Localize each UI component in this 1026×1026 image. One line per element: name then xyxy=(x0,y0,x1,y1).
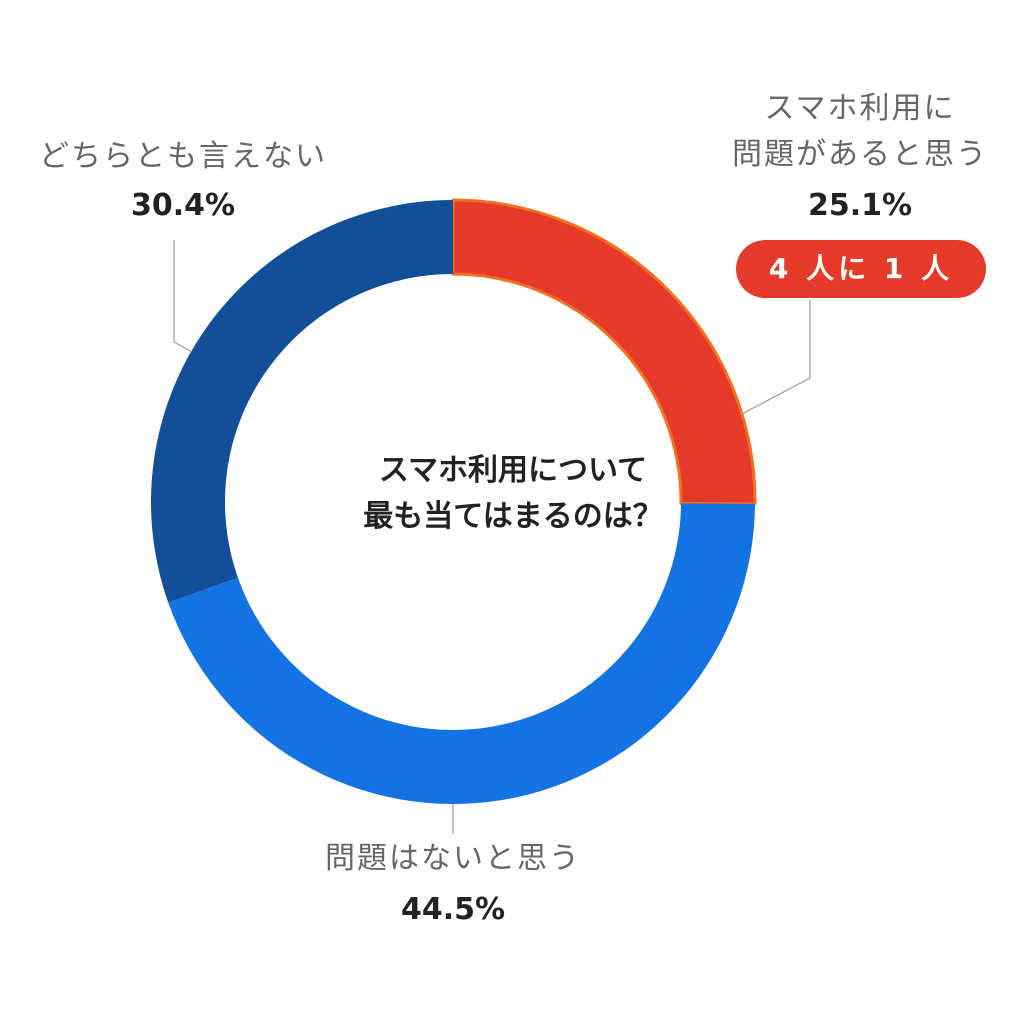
slice-label-problem-line-2: 問題があると思う xyxy=(732,137,988,172)
slice-value-problem: 25.1% xyxy=(807,188,913,223)
leader-line-neutral xyxy=(173,240,193,353)
slice-value-no-problem: 44.5% xyxy=(400,892,506,927)
chart-title-line-1: スマホ利用について xyxy=(378,453,648,488)
slice-label-neutral: どちらとも言えない xyxy=(28,134,338,180)
slice-label-neutral-line-1: どちらとも言えない xyxy=(39,139,327,174)
slice-label-no-problem-line-1: 問題はないと思う xyxy=(325,841,581,876)
slice-problem xyxy=(451,198,757,506)
slice-label-no-problem: 問題はないと思う xyxy=(303,836,603,882)
ratio-badge: 4 人に 1 人 xyxy=(736,240,986,298)
slice-value-neutral: 30.4% xyxy=(130,188,236,223)
chart-title-line-2: 最も当てはまるのは？ xyxy=(363,499,663,534)
slice-label-problem: スマホ利用に 問題があると思う xyxy=(720,86,1000,178)
leader-line-problem xyxy=(741,300,811,415)
chart-title: スマホ利用について 最も当てはまるのは？ xyxy=(313,448,713,540)
slice-label-problem-line-1: スマホ利用に xyxy=(764,91,956,126)
slice-neutral xyxy=(150,200,453,603)
slice-no-problem xyxy=(168,503,755,804)
